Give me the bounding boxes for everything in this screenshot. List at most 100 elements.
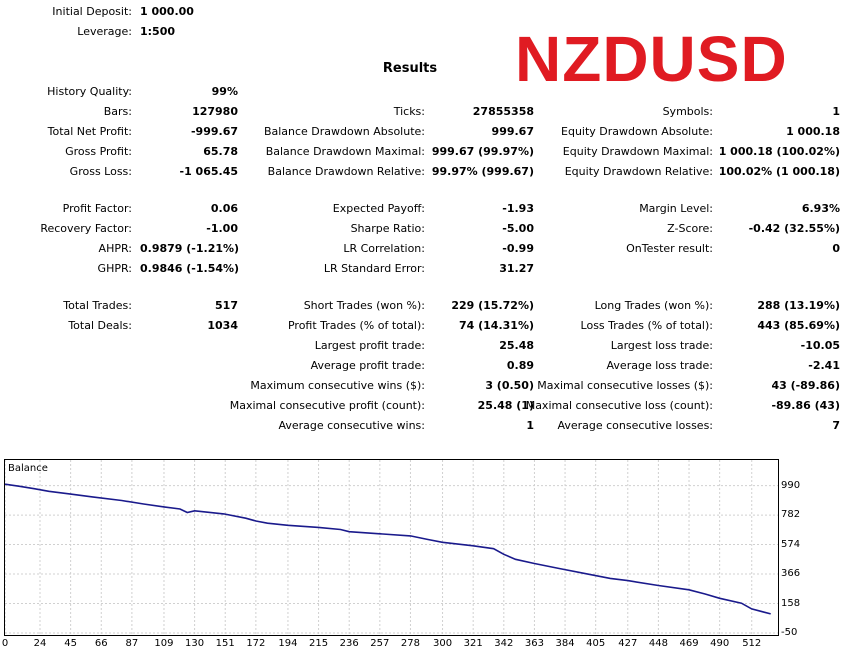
stat-label: Gross Profit: — [65, 145, 132, 158]
stat-value: -10.05 — [800, 339, 840, 352]
x-tick-label: 321 — [463, 638, 483, 649]
x-tick-label: 405 — [586, 638, 606, 649]
stat-value: -5.00 — [502, 222, 534, 235]
stat-value: 25.48 — [499, 339, 534, 352]
stat-label: Average profit trade: — [310, 359, 425, 372]
y-tick-label: 574 — [781, 538, 801, 550]
stat-value: 25.48 (1) — [477, 399, 534, 412]
x-tick-label: 490 — [710, 638, 730, 649]
stat-label: LR Standard Error: — [323, 262, 425, 275]
stat-value: 999.67 — [491, 125, 534, 138]
stat-label: Total Deals: — [68, 319, 132, 332]
stat-value: 229 (15.72%) — [451, 299, 534, 312]
y-tick-label: 366 — [781, 568, 801, 580]
stat-label: Maximal consecutive losses ($): — [537, 379, 713, 392]
stat-label: Equity Drawdown Maximal: — [562, 145, 713, 158]
stat-label: Largest loss trade: — [610, 339, 713, 352]
x-tick-label: 0 — [1, 638, 9, 649]
initial-deposit-label: Initial Deposit: — [52, 5, 132, 18]
stat-label: LR Correlation: — [343, 242, 425, 255]
stat-value: 0.89 — [506, 359, 534, 372]
stat-value: 127980 — [192, 105, 238, 118]
stat-label: Maximal consecutive profit (count): — [229, 399, 425, 412]
x-tick-label: 278 — [400, 638, 420, 649]
x-tick-label: 257 — [370, 638, 390, 649]
x-tick-label: 469 — [679, 638, 699, 649]
stat-label: Total Net Profit: — [47, 125, 132, 138]
y-tick-label: -50 — [781, 627, 798, 638]
balance-chart-svg: Balance — [5, 460, 778, 635]
balance-chart: Balance — [4, 459, 779, 636]
stat-label: Short Trades (won %): — [303, 299, 425, 312]
stat-label: Z-Score: — [667, 222, 713, 235]
stat-value: 1034 — [207, 319, 238, 332]
stat-value: 3 (0.50) — [485, 379, 534, 392]
stat-value: -2.41 — [808, 359, 840, 372]
stat-label: Balance Drawdown Relative: — [267, 165, 425, 178]
stat-label: Bars: — [103, 105, 132, 118]
stat-value: 1 — [832, 105, 840, 118]
stat-label: Recovery Factor: — [40, 222, 132, 235]
initial-deposit-value: 1 000.00 — [140, 5, 194, 18]
x-tick-label: 151 — [215, 638, 235, 649]
stat-label: Average loss trade: — [606, 359, 713, 372]
y-tick-label: 990 — [781, 479, 801, 491]
stat-label: Balance Drawdown Absolute: — [263, 125, 425, 138]
x-tick-label: 109 — [154, 638, 174, 649]
symbol-title: NZDUSD — [515, 23, 788, 95]
x-tick-label: 236 — [339, 638, 359, 649]
x-tick-label: 87 — [125, 638, 139, 649]
x-tick-label: 342 — [494, 638, 514, 649]
x-tick-label: 300 — [433, 638, 453, 649]
stat-label: AHPR: — [98, 242, 132, 255]
stat-label: Profit Factor: — [62, 202, 132, 215]
chart-title: Balance — [8, 463, 48, 474]
stat-label: Average consecutive losses: — [557, 419, 713, 432]
stat-label: Equity Drawdown Relative: — [564, 165, 713, 178]
stat-value: 1 — [526, 419, 534, 432]
results-title: Results — [382, 61, 438, 76]
stat-value: 65.78 — [203, 145, 238, 158]
stat-value: 0.06 — [210, 202, 238, 215]
stat-value: -0.99 — [502, 242, 534, 255]
stat-value: -1 065.45 — [179, 165, 239, 178]
leverage-label: Leverage: — [77, 25, 132, 38]
stat-value: 74 (14.31%) — [458, 319, 534, 332]
stat-label: Expected Payoff: — [332, 202, 425, 215]
stat-value: 443 (85.69%) — [757, 319, 840, 332]
stat-label: GHPR: — [97, 262, 132, 275]
stat-value: -999.67 — [190, 125, 238, 138]
stat-value: 0.9846 (-1.54%) — [140, 262, 240, 275]
x-tick-label: 363 — [524, 638, 544, 649]
x-tick-label: 24 — [33, 638, 47, 649]
stat-label: Average consecutive wins: — [278, 419, 425, 432]
y-tick-label: 782 — [781, 509, 801, 521]
stat-value: 517 — [215, 299, 238, 312]
x-tick-label: 45 — [64, 638, 77, 649]
stat-value: 288 (13.19%) — [757, 299, 840, 312]
stat-value: 0.9879 (-1.21%) — [140, 242, 240, 255]
stat-label: Largest profit trade: — [314, 339, 425, 352]
stat-label: Ticks: — [393, 105, 425, 118]
stat-label: Long Trades (won %): — [594, 299, 713, 312]
x-tick-label: 448 — [648, 638, 668, 649]
stat-label: Gross Loss: — [69, 165, 132, 178]
stat-value: 1 000.18 — [786, 125, 840, 138]
stat-label: Balance Drawdown Maximal: — [265, 145, 425, 158]
x-tick-label: 427 — [618, 638, 638, 649]
stat-label: Margin Level: — [639, 202, 713, 215]
stat-label: Sharpe Ratio: — [350, 222, 425, 235]
balance-series-line — [5, 483, 771, 615]
stat-value: 99.97% (999.67) — [431, 165, 534, 178]
stat-label: History Quality: — [47, 85, 132, 98]
stat-value: 7 — [832, 419, 840, 432]
y-tick-label: 158 — [781, 597, 801, 609]
stat-label: Symbols: — [662, 105, 713, 118]
leverage-value: 1:500 — [140, 25, 176, 38]
stat-value: 1 000.18 (100.02%) — [718, 145, 840, 158]
stat-label: Profit Trades (% of total): — [287, 319, 425, 332]
stat-value: -0.42 (32.55%) — [748, 222, 840, 235]
stat-value: 27855358 — [472, 105, 534, 118]
stat-value: -1.93 — [502, 202, 534, 215]
stat-label: Loss Trades (% of total): — [580, 319, 713, 332]
